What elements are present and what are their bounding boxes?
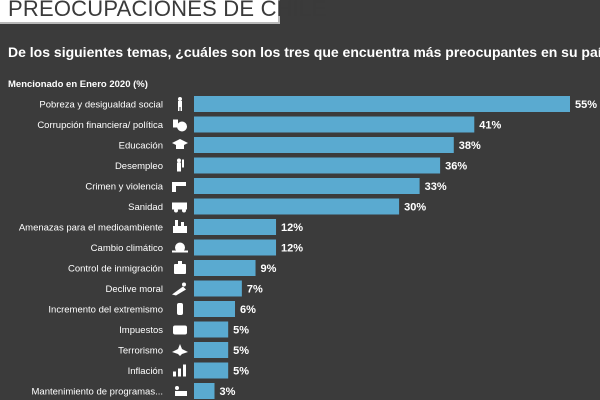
bar xyxy=(194,96,570,112)
program-icon xyxy=(175,386,187,396)
bomb-icon xyxy=(177,303,183,315)
bar xyxy=(194,157,441,174)
explosion-icon xyxy=(172,344,188,356)
value-label: 6% xyxy=(240,304,256,316)
bar xyxy=(194,383,215,399)
ambulance-icon xyxy=(172,202,187,213)
title-box: PREOCUPACIONES DE CHILE xyxy=(0,0,326,24)
worker-icon xyxy=(177,158,184,172)
value-label: 41% xyxy=(479,120,501,132)
value-label: 5% xyxy=(233,325,249,337)
falling-person-icon xyxy=(172,282,186,296)
category-label: Impuestos xyxy=(119,325,163,336)
value-label: 38% xyxy=(459,140,481,152)
luggage-icon xyxy=(174,261,186,274)
bar xyxy=(194,198,400,215)
bar xyxy=(194,116,475,133)
page-title: PREOCUPACIONES DE CHILE xyxy=(8,0,327,21)
value-label: 7% xyxy=(247,284,263,296)
value-label: 36% xyxy=(445,161,467,173)
category-label: Terrorismo xyxy=(118,346,163,357)
bar xyxy=(194,178,420,194)
value-label: 12% xyxy=(281,243,303,255)
value-label: 30% xyxy=(404,202,426,214)
category-label: Educación xyxy=(119,141,163,152)
person-icon xyxy=(178,97,182,111)
bar xyxy=(194,321,229,338)
bar xyxy=(194,260,256,276)
value-label: 3% xyxy=(220,386,236,398)
category-label: Declive moral xyxy=(105,284,163,295)
tax-icon xyxy=(173,325,187,335)
value-label: 33% xyxy=(425,181,447,193)
money-bag-icon xyxy=(173,119,187,132)
value-label: 55% xyxy=(575,99,597,111)
bar xyxy=(194,137,454,153)
category-label: Sanidad xyxy=(128,202,163,213)
category-label: Incremento del extremismo xyxy=(48,305,163,316)
bar xyxy=(194,342,229,358)
graduation-cap-icon xyxy=(172,139,188,149)
category-label: Desempleo xyxy=(115,161,163,172)
category-label: Cambio climático xyxy=(91,243,163,254)
planet-icon xyxy=(172,242,188,253)
bar xyxy=(194,280,242,297)
value-label: 5% xyxy=(233,366,249,378)
value-label: 12% xyxy=(281,222,303,234)
category-label: Crimen y violencia xyxy=(85,182,163,193)
survey-question: De los siguientes temas, ¿cuáles son los… xyxy=(8,44,600,60)
bar xyxy=(194,219,277,235)
value-label: 5% xyxy=(233,345,249,357)
rising-chart-icon xyxy=(173,364,186,377)
factory-icon xyxy=(173,220,187,233)
bar xyxy=(194,362,229,379)
category-label: Control de inmigración xyxy=(68,264,163,275)
gun-icon xyxy=(172,182,186,192)
category-label: Corrupción financiera/ política xyxy=(37,120,163,131)
category-label: Mantenimiento de programas... xyxy=(32,387,163,398)
category-label: Pobreza y desigualdad social xyxy=(39,100,163,111)
bar xyxy=(194,301,236,317)
bar xyxy=(194,239,277,256)
chart-subtitle: Mencionado en Enero 2020 (%) xyxy=(8,79,148,90)
category-label: Inflación xyxy=(128,366,163,377)
category-label: Amenazas para el medioambiente xyxy=(19,223,163,234)
value-label: 9% xyxy=(261,263,277,275)
